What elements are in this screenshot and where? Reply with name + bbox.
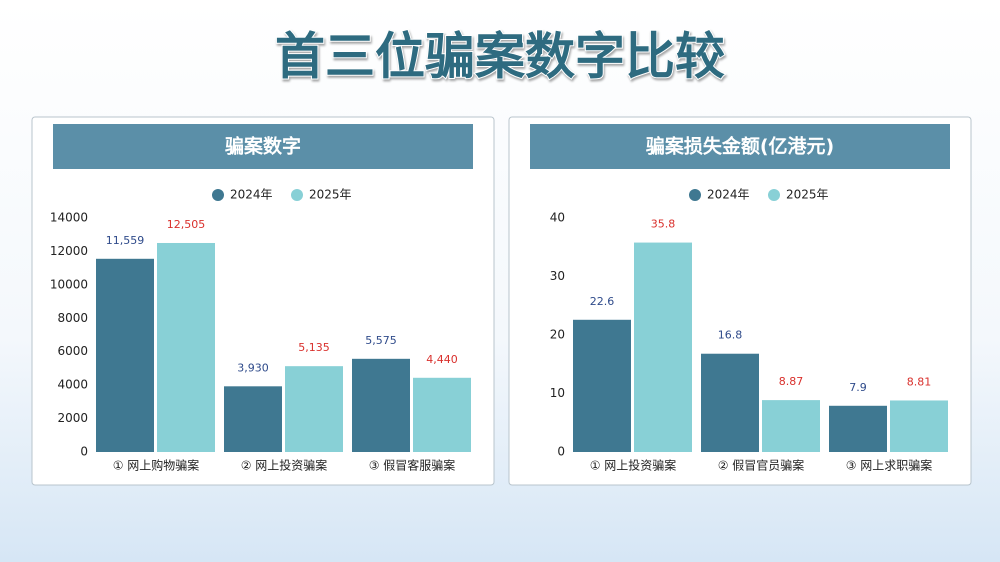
y-tick-label: 0 xyxy=(557,445,565,459)
data-label: 5,135 xyxy=(298,341,330,354)
y-tick-label: 30 xyxy=(550,269,565,283)
x-tick-label: ① 网上购物骗案 xyxy=(113,458,200,473)
legend-swatch xyxy=(689,189,701,201)
legend-swatch xyxy=(212,189,224,201)
y-tick-label: 0 xyxy=(80,445,88,459)
legend-swatch xyxy=(768,189,780,201)
bar xyxy=(157,242,215,452)
y-tick-label: 10000 xyxy=(50,277,88,291)
bar xyxy=(762,400,820,452)
data-label: 11,559 xyxy=(106,234,145,247)
legend-label: 2025年 xyxy=(309,188,352,202)
data-label: 8.87 xyxy=(779,375,804,388)
bar xyxy=(285,366,343,452)
bar xyxy=(413,377,471,452)
x-tick-label: ② 假冒官员骗案 xyxy=(718,458,805,473)
legend-label: 2025年 xyxy=(786,188,829,202)
bar xyxy=(224,386,282,452)
x-tick-label: ③ 假冒客服骗案 xyxy=(369,458,456,473)
panel-header xyxy=(530,124,950,169)
data-label: 22.6 xyxy=(590,295,615,308)
y-tick-label: 4000 xyxy=(57,378,88,392)
y-tick-label: 10 xyxy=(550,386,565,400)
data-label: 7.9 xyxy=(849,381,867,394)
x-tick-label: ② 网上投资骗案 xyxy=(241,458,328,473)
bar xyxy=(96,258,154,452)
legend-swatch xyxy=(291,189,303,201)
y-tick-label: 8000 xyxy=(57,311,88,325)
chart-title: 骗案数字 xyxy=(225,135,301,158)
data-label: 3,930 xyxy=(237,361,269,374)
chart-title: 骗案损失金额(亿港元) xyxy=(646,135,834,158)
page-title: 首三位骗案数字比较 xyxy=(275,28,725,86)
bar xyxy=(829,405,887,452)
data-label: 35.8 xyxy=(651,218,676,231)
bar xyxy=(634,242,692,452)
y-tick-label: 20 xyxy=(550,328,565,342)
y-tick-label: 6000 xyxy=(57,344,88,358)
x-tick-label: ③ 网上求职骗案 xyxy=(846,458,933,473)
x-tick-label: ① 网上投资骗案 xyxy=(590,458,677,473)
data-label: 12,505 xyxy=(167,218,206,231)
bar xyxy=(352,358,410,452)
legend-label: 2024年 xyxy=(707,188,750,202)
panel-header xyxy=(53,124,473,169)
y-tick-label: 14000 xyxy=(50,211,88,225)
legend-label: 2024年 xyxy=(230,188,273,202)
data-label: 8.81 xyxy=(907,375,932,388)
bar xyxy=(890,400,948,452)
y-tick-label: 40 xyxy=(550,211,565,225)
bar xyxy=(573,319,631,452)
data-label: 16.8 xyxy=(718,329,743,342)
bar xyxy=(701,353,759,452)
y-tick-label: 2000 xyxy=(57,411,88,425)
data-label: 5,575 xyxy=(365,334,397,347)
data-label: 4,440 xyxy=(426,353,458,366)
y-tick-label: 12000 xyxy=(50,244,88,258)
